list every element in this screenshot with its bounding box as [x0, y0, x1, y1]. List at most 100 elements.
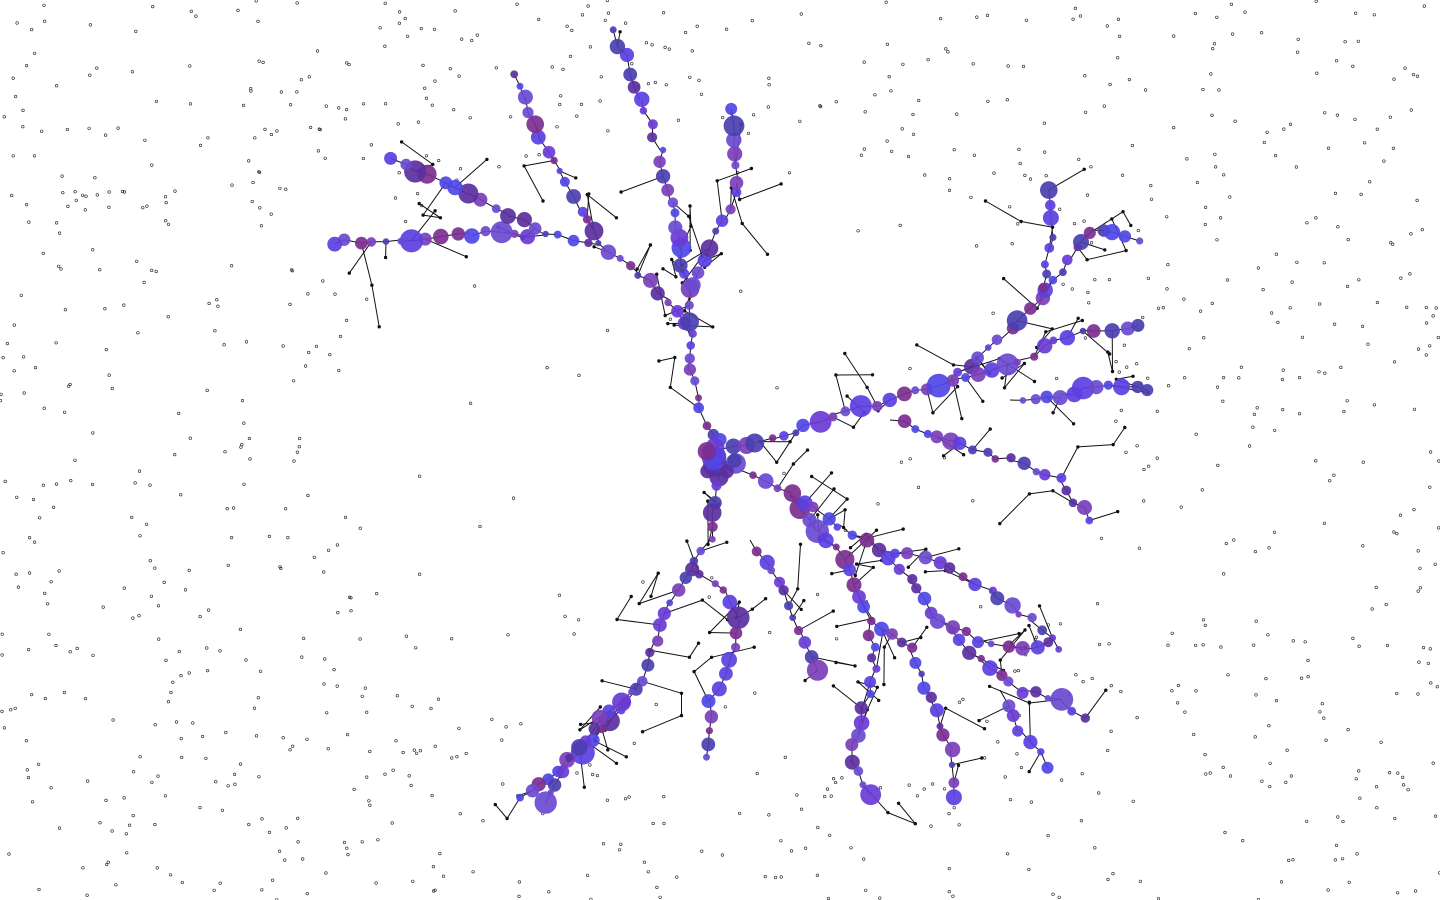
network-node[interactable] — [1103, 380, 1113, 390]
network-node[interactable] — [715, 214, 729, 227]
network-node[interactable] — [1044, 695, 1052, 702]
network-node[interactable] — [749, 471, 757, 480]
network-node[interactable] — [948, 761, 956, 768]
network-node[interactable] — [968, 577, 982, 592]
network-node[interactable] — [571, 739, 588, 756]
network-node[interactable] — [550, 156, 558, 165]
network-node[interactable] — [987, 640, 995, 648]
network-node[interactable] — [918, 550, 933, 565]
network-node[interactable] — [577, 206, 588, 217]
network-node[interactable] — [327, 236, 343, 252]
network-node[interactable] — [534, 791, 557, 814]
network-node[interactable] — [588, 723, 601, 735]
network-node[interactable] — [1003, 676, 1014, 687]
network-node[interactable] — [723, 115, 745, 137]
network-node[interactable] — [792, 429, 800, 437]
network-node[interactable] — [907, 642, 918, 653]
network-node[interactable] — [384, 151, 398, 165]
network-node[interactable] — [1104, 323, 1120, 339]
network-node[interactable] — [984, 344, 992, 351]
network-node[interactable] — [930, 430, 944, 444]
network-node[interactable] — [705, 727, 714, 735]
network-node[interactable] — [1062, 254, 1073, 266]
network-node[interactable] — [996, 353, 1019, 376]
network-node[interactable] — [729, 176, 744, 190]
network-node[interactable] — [653, 155, 666, 168]
network-node[interactable] — [1049, 336, 1058, 345]
network-node[interactable] — [840, 406, 851, 417]
network-node[interactable] — [796, 418, 810, 433]
network-node[interactable] — [559, 176, 570, 187]
network-node[interactable] — [982, 660, 998, 676]
network-node[interactable] — [686, 341, 695, 350]
network-node[interactable] — [1040, 260, 1049, 269]
network-node[interactable] — [864, 676, 877, 688]
network-node[interactable] — [1049, 233, 1057, 241]
network-node[interactable] — [623, 67, 638, 82]
network-node[interactable] — [990, 591, 1005, 606]
network-node[interactable] — [1030, 640, 1045, 655]
network-node[interactable] — [849, 395, 872, 418]
network-node[interactable] — [719, 586, 727, 594]
network-node[interactable] — [909, 656, 922, 669]
network-node[interactable] — [843, 563, 856, 577]
network-node[interactable] — [1024, 302, 1037, 315]
network-node[interactable] — [522, 106, 534, 119]
network-node[interactable] — [789, 614, 797, 621]
network-node[interactable] — [936, 728, 950, 742]
network-node[interactable] — [946, 374, 960, 387]
network-node[interactable] — [1006, 709, 1020, 722]
network-node[interactable] — [866, 689, 875, 699]
network-node[interactable] — [667, 197, 679, 208]
network-node[interactable] — [860, 784, 882, 805]
network-node[interactable] — [510, 70, 519, 79]
network-node[interactable] — [751, 546, 762, 557]
network-node[interactable] — [926, 373, 951, 398]
network-node[interactable] — [703, 753, 710, 761]
network-node[interactable] — [961, 373, 971, 382]
network-node[interactable] — [616, 254, 624, 262]
network-node[interactable] — [695, 569, 704, 579]
network-node[interactable] — [684, 353, 695, 364]
network-node[interactable] — [867, 616, 876, 626]
network-node[interactable] — [711, 681, 727, 697]
network-node[interactable] — [702, 421, 712, 431]
network-node[interactable] — [627, 80, 641, 94]
network-node[interactable] — [697, 442, 717, 461]
network-node[interactable] — [867, 653, 877, 663]
network-node[interactable] — [652, 635, 664, 647]
network-node[interactable] — [671, 305, 684, 318]
network-node[interactable] — [702, 503, 722, 522]
network-node[interactable] — [847, 530, 857, 540]
network-node[interactable] — [783, 484, 802, 502]
network-node[interactable] — [874, 621, 889, 637]
network-node[interactable] — [679, 571, 692, 584]
network-node[interactable] — [917, 591, 932, 606]
network-node[interactable] — [657, 606, 671, 621]
network-node[interactable] — [1027, 612, 1037, 623]
network-node[interactable] — [948, 777, 960, 789]
network-node[interactable] — [767, 566, 776, 575]
network-node[interactable] — [923, 429, 932, 439]
network-node[interactable] — [639, 106, 648, 115]
network-node[interactable] — [962, 645, 977, 660]
network-node[interactable] — [828, 412, 838, 422]
network-node[interactable] — [397, 237, 405, 245]
network-node[interactable] — [683, 363, 697, 376]
network-node[interactable] — [778, 585, 789, 596]
network-node[interactable] — [846, 577, 862, 593]
network-node[interactable] — [1055, 646, 1063, 653]
network-node[interactable] — [1044, 243, 1055, 253]
network-node[interactable] — [953, 367, 963, 377]
network-node[interactable] — [929, 703, 944, 718]
network-node[interactable] — [833, 523, 841, 531]
network-node[interactable] — [793, 625, 804, 636]
network-node[interactable] — [809, 410, 832, 433]
network-node[interactable] — [556, 765, 570, 779]
network-node[interactable] — [961, 626, 971, 637]
network-node[interactable] — [582, 215, 592, 224]
network-node[interactable] — [1061, 485, 1072, 496]
network-node[interactable] — [1037, 748, 1045, 756]
network-node[interactable] — [609, 26, 617, 34]
